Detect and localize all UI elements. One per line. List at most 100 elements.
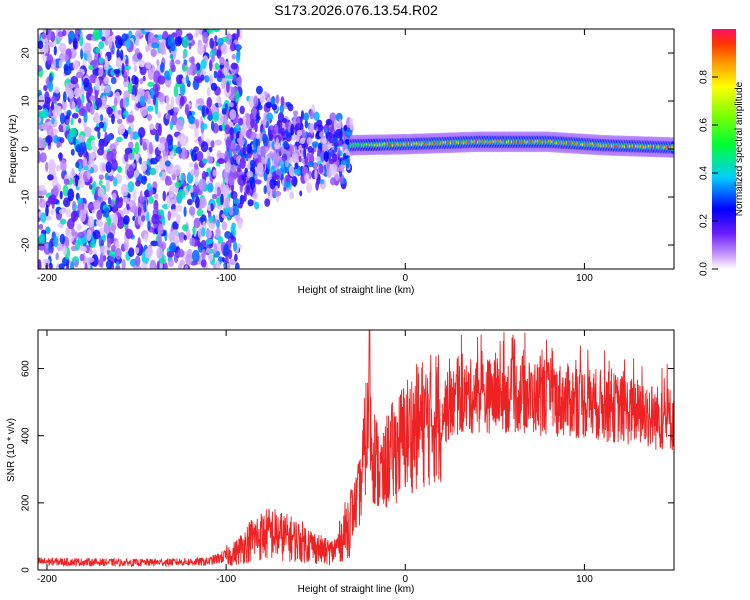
spectrogram-cell bbox=[106, 237, 112, 248]
spectrogram-cell bbox=[137, 206, 142, 218]
spectrogram-cell bbox=[182, 65, 188, 71]
spectrogram-cell bbox=[165, 160, 171, 167]
spectrogram-cell bbox=[246, 162, 251, 170]
spectrogram-cell bbox=[291, 152, 299, 164]
spectrogram-cell bbox=[38, 242, 46, 251]
spectrogram-cell bbox=[154, 102, 159, 115]
spectrogram-cell bbox=[256, 109, 260, 120]
spectrogram-cell bbox=[55, 165, 61, 172]
spectrogram-cell bbox=[48, 108, 52, 117]
spectrogram-cell bbox=[167, 109, 174, 116]
spectrogram-cell bbox=[81, 94, 85, 104]
spectrogram-cell bbox=[195, 29, 200, 36]
spectrogram-cell bbox=[210, 82, 218, 91]
spectrogram-cell bbox=[209, 59, 213, 72]
spectrogram-cell bbox=[325, 118, 332, 126]
spectrogram-cell bbox=[111, 113, 115, 125]
spectrogram-cell bbox=[241, 123, 247, 134]
spectrogram-cell bbox=[329, 126, 334, 133]
spectrogram-cell bbox=[104, 131, 108, 144]
colorbar-label: Normalized spectral amplitude bbox=[734, 81, 745, 216]
spectrogram-cell bbox=[270, 125, 274, 131]
spectrogram-cell bbox=[98, 57, 104, 64]
spectrogram-cell bbox=[210, 120, 215, 132]
spectrogram-cell bbox=[334, 144, 338, 153]
spectrogram-cell bbox=[195, 119, 200, 129]
spectrogram-cell bbox=[126, 203, 130, 210]
spectrogram-cell bbox=[38, 110, 46, 118]
spectrogram-cell bbox=[230, 42, 236, 52]
spectrogram-cell bbox=[142, 110, 149, 116]
spectrogram-cell bbox=[219, 56, 225, 66]
spectrogram-cell bbox=[268, 133, 274, 141]
y-tick-label: 400 bbox=[21, 427, 32, 444]
spectrogram-cell bbox=[175, 204, 183, 212]
spectrogram-cell bbox=[306, 137, 313, 146]
spectrogram-cell bbox=[94, 114, 101, 124]
spectrogram-cell bbox=[53, 235, 59, 248]
spectrogram-cell bbox=[200, 227, 206, 237]
spectrogram-cell bbox=[62, 184, 69, 197]
spectrogram-cell bbox=[266, 112, 274, 122]
spectrogram-cell bbox=[105, 180, 110, 193]
spectrogram-cell bbox=[58, 152, 63, 162]
spectrogram-cell bbox=[293, 110, 299, 116]
spectrogram-cell bbox=[313, 161, 318, 172]
spectrogram-cell bbox=[61, 99, 67, 111]
x-tick-label: -100 bbox=[216, 574, 236, 585]
spectrogram-cell bbox=[193, 162, 199, 170]
snr-line bbox=[38, 330, 674, 568]
spectrogram-cell bbox=[221, 221, 228, 231]
spectrogram-cell bbox=[128, 152, 133, 160]
spectrogram-cell bbox=[139, 66, 147, 76]
spectrogram-cell bbox=[127, 181, 135, 193]
spectrogram-cell bbox=[340, 160, 348, 166]
spectrogram-cell bbox=[58, 263, 65, 269]
spectrogram-cell bbox=[47, 174, 54, 181]
spectrogram-cell bbox=[68, 30, 76, 43]
spectrogram-cell bbox=[239, 194, 245, 205]
spectrogram-cell bbox=[47, 159, 56, 172]
spectrogram-cell bbox=[94, 126, 101, 132]
spectrogram-cell bbox=[145, 44, 150, 53]
spectrogram-cell bbox=[170, 168, 174, 176]
spectrogram-cell bbox=[206, 155, 214, 164]
spectrogram-cell bbox=[159, 257, 166, 264]
spectrogram-cell bbox=[190, 56, 195, 65]
snr-ticks: -200 -100 0 100 0 200 400 600 bbox=[21, 330, 674, 585]
spectrogram-cell bbox=[88, 82, 93, 93]
spectrogram-cell bbox=[78, 135, 86, 143]
spectrogram-cell bbox=[342, 152, 347, 160]
spectrogram-cell bbox=[84, 262, 88, 269]
spectrogram-cell bbox=[188, 206, 196, 216]
spectrogram-cell bbox=[259, 92, 266, 104]
snr-ylabel: SNR (10 * v/v) bbox=[6, 418, 17, 482]
spectrogram-cell bbox=[173, 106, 180, 113]
spectrogram-cell bbox=[217, 236, 224, 244]
spectrogram-cell bbox=[254, 122, 258, 133]
spectrogram-cell bbox=[246, 143, 253, 154]
spectrogram-cell bbox=[234, 253, 238, 262]
spectrogram-cell bbox=[95, 220, 100, 226]
x-tick-label: 0 bbox=[402, 273, 408, 284]
spectrogram-cell bbox=[236, 76, 242, 86]
spectrogram-cell bbox=[137, 237, 141, 251]
spectrogram-cell bbox=[333, 119, 338, 131]
spectrogram-cell bbox=[117, 109, 122, 115]
spectrogram-cell bbox=[304, 172, 310, 184]
spectrogram-cell bbox=[349, 123, 354, 131]
spectrogram-cell bbox=[174, 36, 182, 47]
spectrogram-cell bbox=[139, 78, 144, 85]
spectrogram-cell bbox=[98, 66, 104, 77]
spectrogram-cell bbox=[45, 135, 53, 144]
spectrogram-cell bbox=[134, 255, 141, 267]
spectrogram-cell bbox=[165, 75, 172, 81]
spectrogram-cell bbox=[117, 166, 123, 174]
spectrogram-cell bbox=[229, 102, 234, 108]
spectrogram-cell bbox=[213, 29, 221, 33]
spectrogram-cell bbox=[55, 252, 59, 261]
spectrogram-cell bbox=[233, 191, 237, 200]
spectrogram-cell bbox=[234, 90, 240, 103]
